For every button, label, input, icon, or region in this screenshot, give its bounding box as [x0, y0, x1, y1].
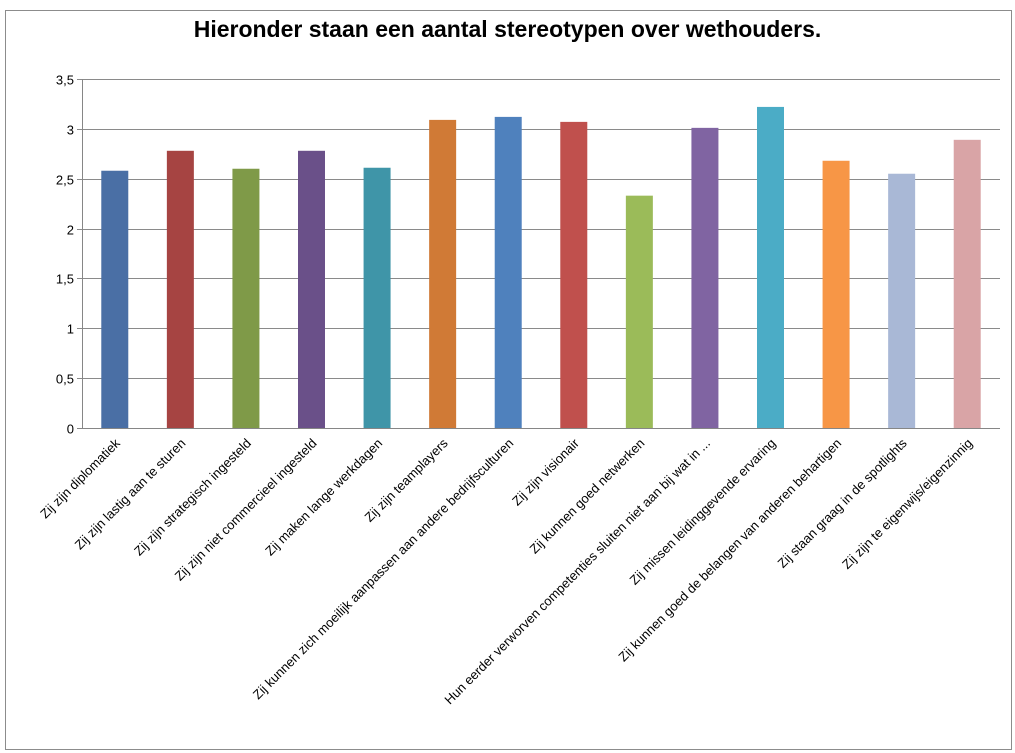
bar — [757, 106, 784, 429]
bar — [494, 116, 522, 429]
bar — [298, 150, 325, 428]
bar — [101, 170, 129, 429]
bar — [232, 168, 260, 428]
bar — [166, 150, 194, 428]
x-tick-label: Zij maken lange werkdagen — [262, 436, 385, 559]
bar — [363, 167, 391, 428]
bar — [888, 173, 916, 428]
x-tick-label: Zij zijn lastig aan te sturen — [72, 436, 189, 553]
bar — [429, 119, 457, 428]
y-tick-label: 0 — [67, 422, 74, 437]
x-tick-label: Zij zijn te eigenwijs/eigenzinnig — [839, 436, 975, 572]
bar — [625, 195, 653, 428]
bar — [560, 121, 588, 429]
bar — [691, 127, 719, 429]
y-tick-label: 0,5 — [56, 372, 74, 387]
y-tick-label: 2,5 — [56, 173, 74, 188]
x-tick-label: Zij zijn visionair — [509, 435, 582, 508]
chart-title: Hieronder staan een aantal stereotypen o… — [193, 16, 822, 42]
y-tick-label: 3,5 — [56, 73, 74, 88]
x-tick-label: Zij kunnen goed de belangen van anderen … — [615, 436, 844, 665]
y-tick-label: 1,5 — [56, 272, 74, 287]
x-tick-label: Zij zijn strategisch ingesteld — [131, 436, 254, 559]
x-tick-label: Zij kunnen goed netwerken — [526, 436, 647, 557]
y-tick-label: 3 — [67, 123, 74, 138]
x-tick-label: Zij zijn niet commercieel ingesteld — [172, 436, 320, 584]
bar — [822, 160, 850, 428]
bar — [953, 139, 981, 428]
x-tick-label: Zij staan graag in de spotlights — [774, 435, 910, 571]
x-tick-label: Zij missen leidinggevende ervaring — [626, 436, 778, 588]
y-tick-label: 2 — [67, 223, 74, 238]
y-tick-label: 1 — [67, 322, 74, 337]
